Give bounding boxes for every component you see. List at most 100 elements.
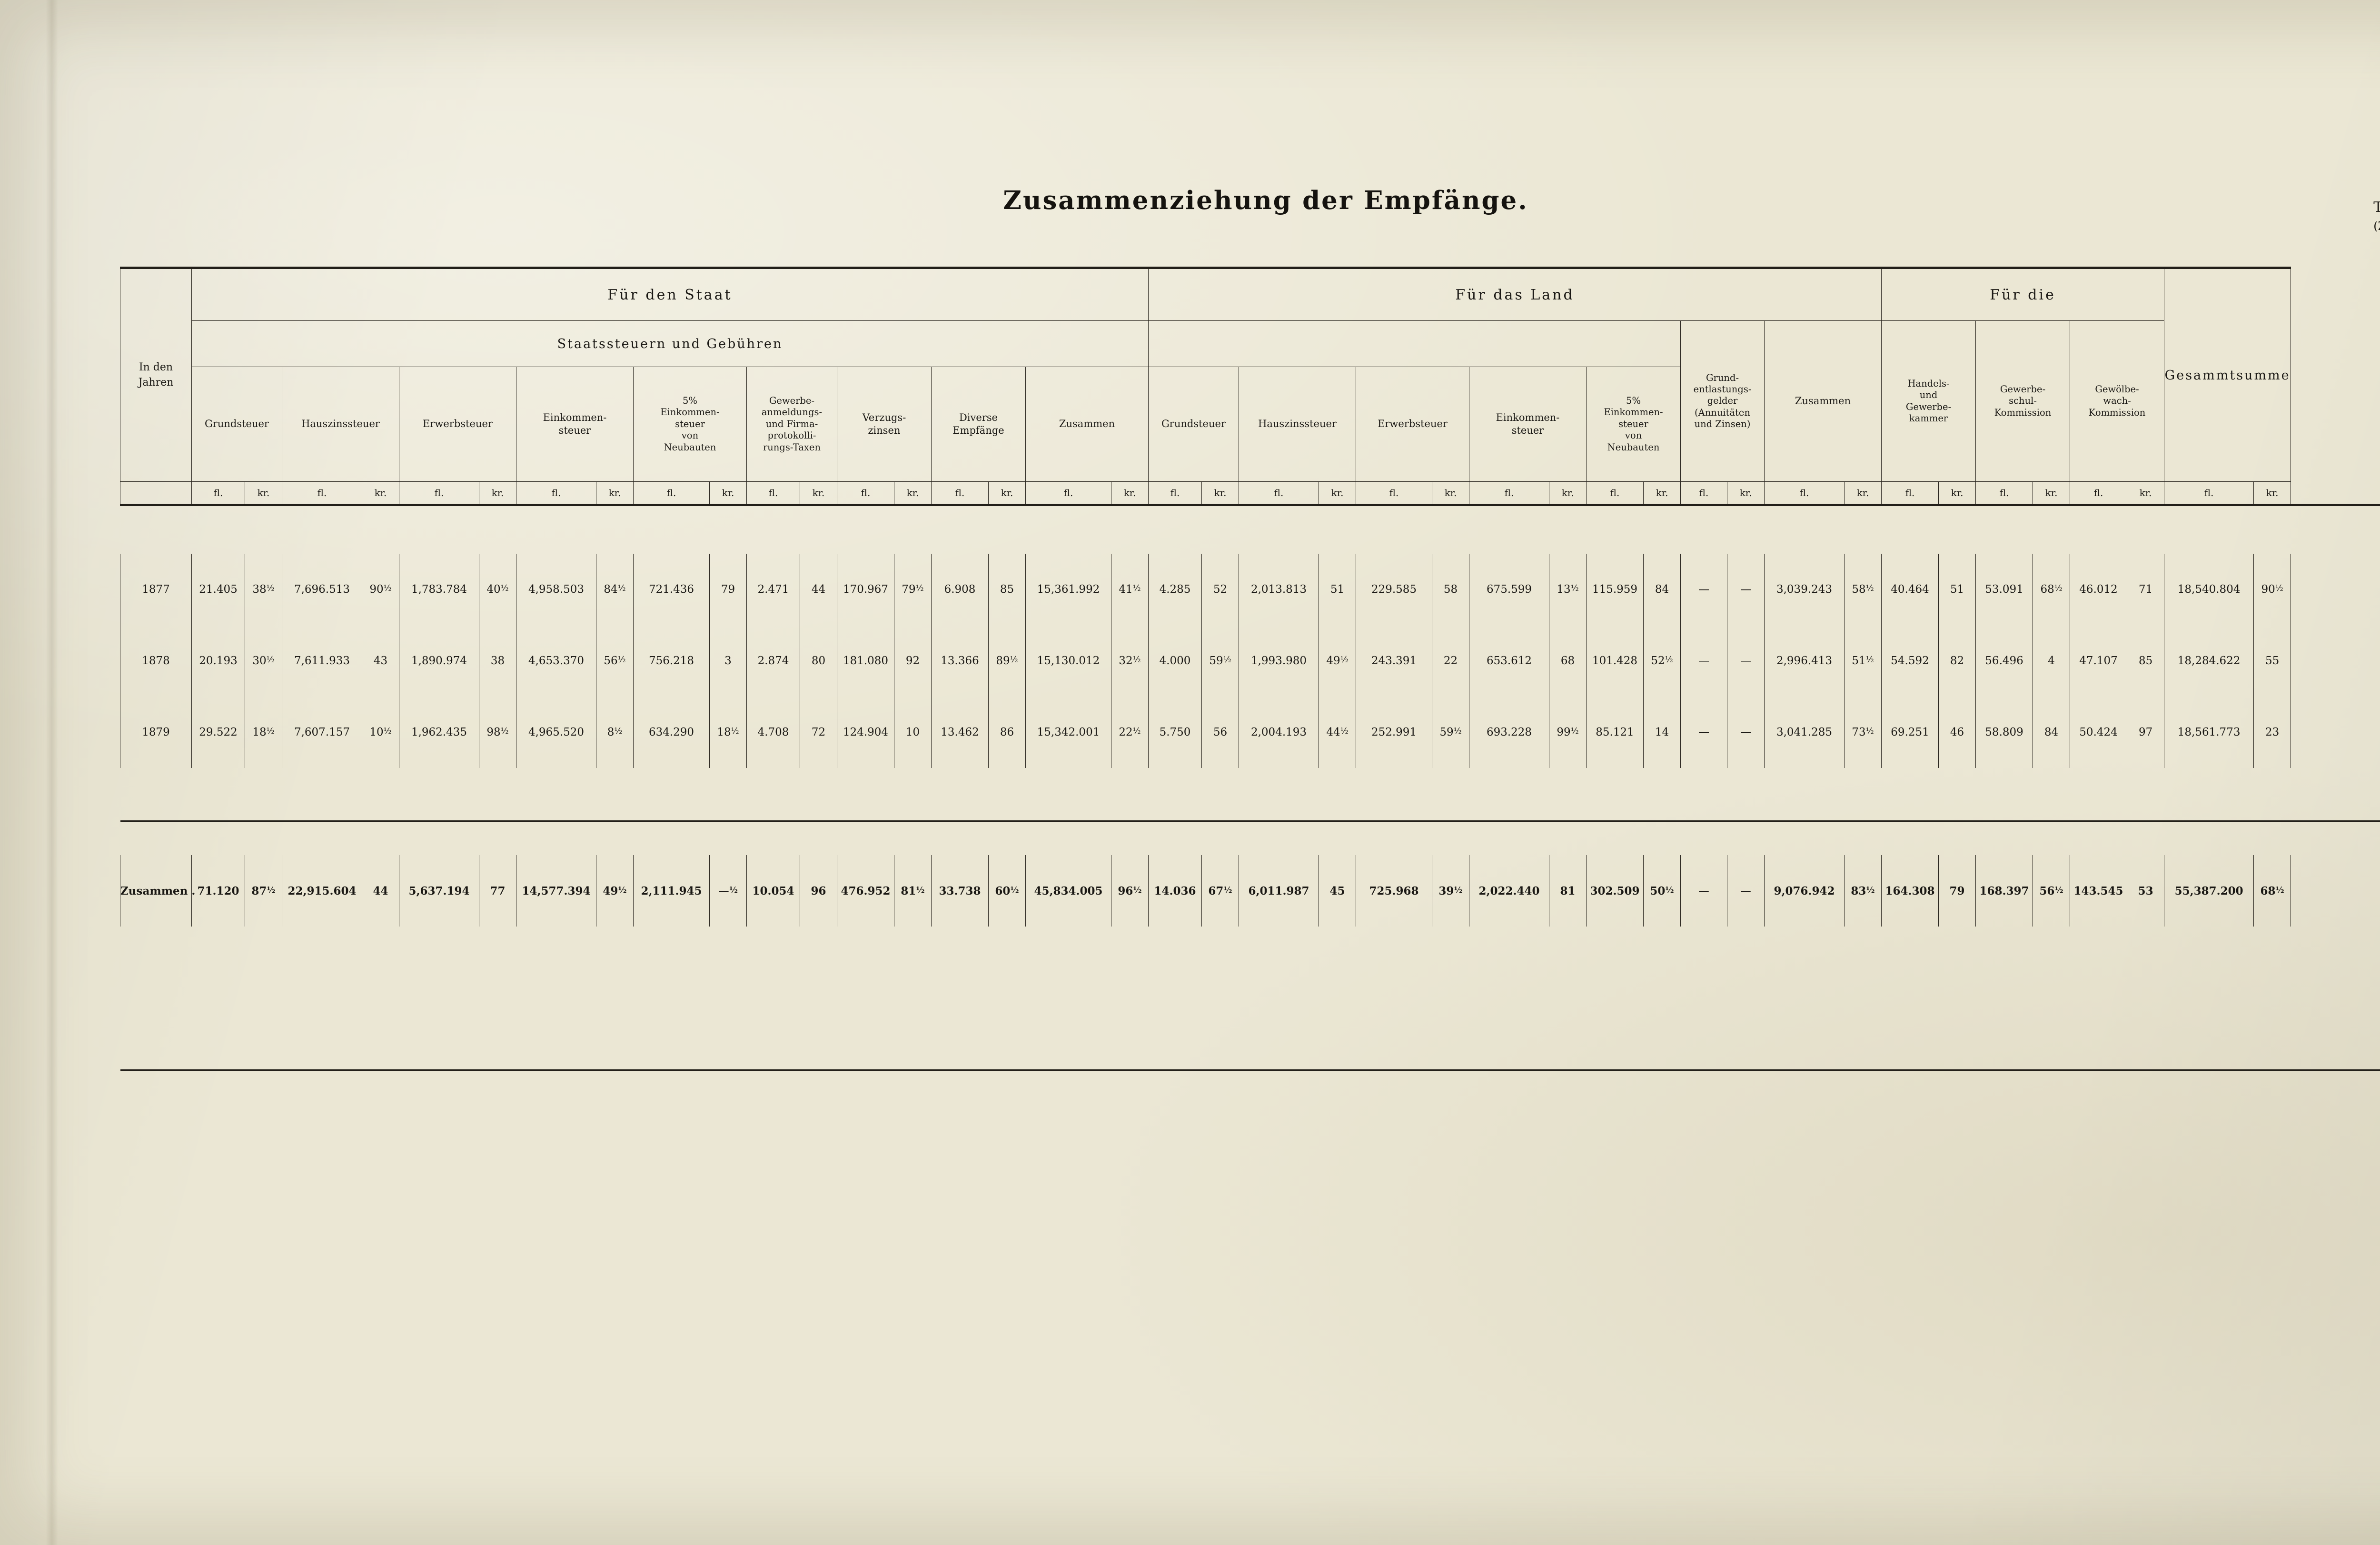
unit-fl-staat-verzugszinsen: fl.	[837, 481, 894, 505]
cell-kr-17: 84	[2033, 697, 2071, 768]
years-header-line1: In den	[139, 361, 173, 374]
cell-fl-13: 101.428	[1586, 625, 1644, 697]
total-separator-row	[120, 768, 2380, 822]
cell-kr-4: —½	[709, 855, 747, 927]
unit-kr-land-neubauten: kr.	[1643, 481, 1681, 505]
land-col-grundentlastung-label: Grund- entlastungs- gelder (Annuitäten u…	[1693, 372, 1752, 430]
cell-fl-10: 1,993.980	[1239, 625, 1319, 697]
land-col-zusammen-label: Zusammen	[1795, 395, 1851, 407]
cell-kr-19: 68½	[2253, 855, 2291, 927]
cell-fl-1: 7,607.157	[282, 697, 362, 768]
cell-kr-15: 83½	[1844, 855, 1882, 927]
unit-fl-staat-einkommensteuer: fl.	[516, 481, 596, 505]
cell-kr-9: 67½	[1201, 855, 1240, 927]
cell-kr-6: 79½	[894, 554, 932, 625]
cell-kr-12: 81	[1549, 855, 1587, 927]
cell-fl-9: 5.750	[1148, 697, 1202, 768]
cell-fl-19: 55,387.200	[2164, 855, 2254, 927]
cell-kr-7: 85	[988, 554, 1026, 625]
land-col-hauszinssteuer-label: Hauszinssteuer	[1258, 418, 1337, 430]
cell-fl-0: 20.193	[191, 625, 245, 697]
cell-kr-7: 86	[988, 697, 1026, 768]
cell-kr-15: 58½	[1844, 554, 1882, 625]
cell-fl-11: 725.968	[1356, 855, 1433, 927]
cell-kr-13: 84	[1643, 554, 1681, 625]
cell-fl-4: 634.290	[633, 697, 710, 768]
cell-kr-6: 81½	[894, 855, 932, 927]
cell-kr-14: —	[1727, 855, 1765, 927]
cell-kr-10: 44½	[1319, 697, 1357, 768]
fuerdie-col-handelskammer: Handels- und Gewerbe- kammer	[1881, 320, 1976, 482]
cell-fl-15: 3,041.285	[1764, 697, 1845, 768]
cell-kr-8: 32½	[1111, 625, 1149, 697]
land-col-einkommensteuer-neubauten-label: 5% Einkommen- steuer von Neubauten	[1604, 395, 1663, 453]
unit-fl-staat-diverse: fl.	[931, 481, 989, 505]
cell-fl-16: 164.308	[1881, 855, 1939, 927]
staat-col-zusammen: Zusammen	[1025, 367, 1149, 482]
unit-fl-gesammtsumme: fl.	[2164, 481, 2254, 505]
subgroup-header-staatssteuern: Staatssteuern und Gebühren	[191, 320, 1149, 367]
table-number-block: Tabelle VII. (Zu Seite 232.)	[2373, 198, 2380, 234]
cell-kr-16: 82	[1938, 625, 1976, 697]
cell-kr-5: 96	[800, 855, 837, 927]
staat-col-grundsteuer: Grundsteuer	[191, 367, 282, 482]
cell-kr-8: 41½	[1111, 554, 1149, 625]
header-row-units: fl. kr. fl. kr. fl. kr. fl. kr. fl. kr. …	[120, 481, 2380, 505]
cell-fl-4: 756.218	[633, 625, 710, 697]
cell-kr-6: 92	[894, 625, 932, 697]
cell-fl-2: 5,637.194	[399, 855, 479, 927]
cell-fl-5: 2.874	[746, 625, 800, 697]
unit-fl-land-grundsteuer: fl.	[1148, 481, 1202, 505]
cell-fl-8: 15,342.001	[1025, 697, 1111, 768]
unit-fl-land-einkommensteuer: fl.	[1469, 481, 1550, 505]
cell-fl-4: 721.436	[633, 554, 710, 625]
cell-kr-5: 44	[800, 554, 837, 625]
unit-fl-staat-neubauten: fl.	[633, 481, 710, 505]
group-header-gesammtsumme: Gesammtsumme	[2164, 267, 2291, 482]
cell-fl-3: 14,577.394	[516, 855, 596, 927]
header-row-columns: Grundsteuer Hauszinssteuer Erwerbsteuer …	[120, 367, 2380, 482]
cell-kr-1: 90½	[362, 554, 399, 625]
unit-kr-land-zusammen: kr.	[1844, 481, 1882, 505]
cell-kr-9: 59½	[1201, 625, 1240, 697]
cell-kr-7: 89½	[988, 625, 1026, 697]
cell-fl-14: —	[1680, 855, 1728, 927]
cell-kr-4: 18½	[709, 697, 747, 768]
cell-kr-10: 49½	[1319, 625, 1357, 697]
cell-kr-16: 51	[1938, 554, 1976, 625]
cell-fl-0: 71.120	[191, 855, 245, 927]
row-year-label: 1877	[120, 554, 192, 625]
cell-fl-12: 653.612	[1469, 625, 1550, 697]
cell-fl-3: 4,958.503	[516, 554, 596, 625]
cell-fl-17: 56.496	[1975, 625, 2033, 697]
cell-kr-14: —	[1727, 625, 1765, 697]
fold-line-left	[46, 0, 58, 1545]
cell-fl-4: 2,111.945	[633, 855, 710, 927]
cell-kr-3: 8½	[596, 697, 634, 768]
land-col-einkommensteuer: Einkommen- steuer	[1469, 367, 1587, 482]
header-row-groups: In den Jahren Für den Staat Für das Land…	[120, 267, 2380, 482]
unit-kr-staat-einkommensteuer: kr.	[596, 481, 634, 505]
cell-kr-19: 55	[2253, 625, 2291, 697]
unit-kr-staat-verzugszinsen: kr.	[894, 481, 932, 505]
page-title: Zusammenziehung der Empfänge.	[1003, 186, 1528, 215]
fuerdie-col-gewerbeschul-label: Gewerbe- schul- Kommission	[1994, 383, 2052, 418]
cell-fl-9: 4.285	[1148, 554, 1202, 625]
cell-kr-19: 23	[2253, 697, 2291, 768]
cell-fl-11: 243.391	[1356, 625, 1433, 697]
cell-kr-15: 73½	[1844, 697, 1882, 768]
unit-fl-land-neubauten: fl.	[1586, 481, 1644, 505]
cell-fl-16: 69.251	[1881, 697, 1939, 768]
cell-fl-6: 181.080	[837, 625, 894, 697]
cell-fl-6: 124.904	[837, 697, 894, 768]
cell-kr-0: 87½	[245, 855, 282, 927]
cell-fl-13: 302.509	[1586, 855, 1644, 927]
unit-kr-staat-hauszinssteuer: kr.	[362, 481, 399, 505]
row-year-label: 1878	[120, 625, 192, 697]
cell-kr-18: 97	[2127, 697, 2165, 768]
cell-fl-2: 1,783.784	[399, 554, 479, 625]
cell-kr-18: 71	[2127, 554, 2165, 625]
table-body: 1877 21.405 38½ 7,696.513 90½ 1,783.784 40½ 4,9…	[120, 554, 2380, 1071]
cell-fl-15: 9,076.942	[1764, 855, 1845, 927]
staat-col-verzugszinsen: Verzugs- zinsen	[837, 367, 932, 482]
